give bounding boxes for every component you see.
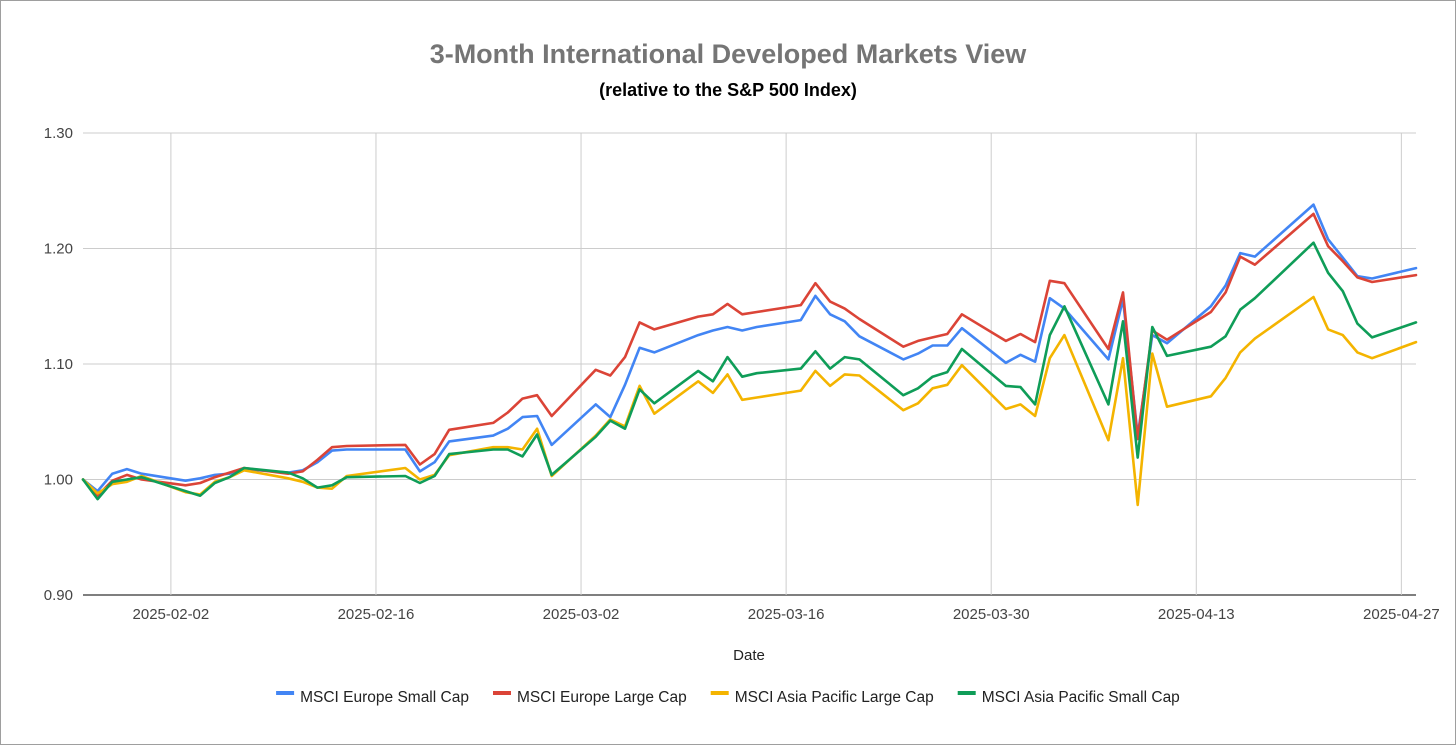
series-line-2: [81, 212, 1418, 498]
y-tick-label: 1.20: [44, 241, 73, 258]
series-lines: [81, 203, 1418, 507]
x-tick-label: 2025-02-02: [133, 606, 210, 623]
legend-label: MSCI Asia Pacific Large Cap: [735, 689, 934, 706]
grid: [83, 132, 1416, 596]
x-tick-label: 2025-04-27: [1363, 606, 1440, 623]
y-tick-label: 1.30: [44, 125, 73, 142]
legend-swatch: [957, 691, 976, 695]
y-tick-label: 1.10: [44, 356, 73, 373]
legend-swatch: [493, 691, 511, 695]
series-line-3: [81, 295, 1418, 507]
x-axis-ticks: 2025-02-02 2025-02-16 2025-03-02 2025-03-16…: [133, 606, 1440, 623]
legend-swatch: [276, 691, 295, 695]
chart-subtitle: (relative to the S&P 500 Index): [599, 80, 857, 100]
legend-label: MSCI Europe Large Cap: [517, 689, 687, 706]
x-axis-label: Date: [733, 647, 765, 664]
x-tick-label: 2025-03-16: [748, 606, 825, 623]
legend: MSCI Europe Small Cap MSCI Europe Large C…: [276, 689, 1180, 706]
legend-label: MSCI Europe Small Cap: [300, 689, 469, 706]
chart-title: 3-Month International Developed Markets …: [430, 39, 1028, 69]
series-line-4: [81, 241, 1418, 501]
x-tick-label: 2025-03-30: [953, 606, 1030, 623]
x-tick-label: 2025-04-13: [1158, 606, 1235, 623]
y-tick-label: 0.90: [44, 587, 73, 604]
x-tick-label: 2025-02-16: [338, 606, 415, 623]
series-line-1: [81, 203, 1418, 493]
y-axis-ticks: 0.90 1.00 1.10 1.20 1.30: [44, 125, 73, 604]
legend-swatch: [710, 691, 729, 695]
legend-label: MSCI Asia Pacific Small Cap: [982, 689, 1180, 706]
y-tick-label: 1.00: [44, 472, 73, 489]
x-tick-label: 2025-03-02: [543, 606, 620, 623]
